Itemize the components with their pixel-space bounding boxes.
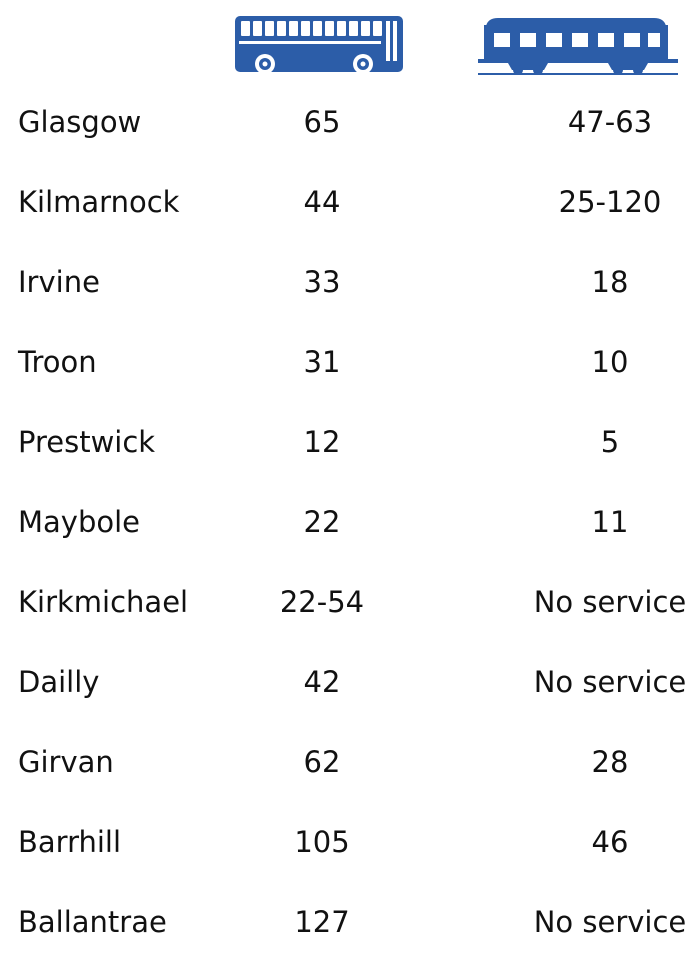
bus-time: 22-54 — [279, 585, 365, 619]
table-row: Prestwick 12 5 — [0, 402, 696, 482]
table-row: Troon 31 10 — [0, 322, 696, 402]
town-name: Girvan — [18, 745, 114, 779]
train-time: 46 — [591, 825, 629, 859]
town-name: Prestwick — [18, 425, 156, 459]
town-name: Kirkmichael — [18, 585, 189, 619]
table-row: Dailly 42 No service — [0, 642, 696, 722]
table-row: Kirkmichael 22-54 No service — [0, 562, 696, 642]
bus-time: 12 — [303, 425, 341, 459]
table-row: Glasgow 65 47-63 — [0, 82, 696, 162]
town-name: Maybole — [18, 505, 141, 539]
bus-time: 62 — [303, 745, 341, 779]
train-time: No service — [533, 665, 687, 699]
table-row: Barrhill 105 46 — [0, 802, 696, 882]
train-time: 28 — [591, 745, 629, 779]
train-time: No service — [533, 585, 687, 619]
table-row: Ballantrae 127 No service — [0, 882, 696, 962]
town-name: Troon — [18, 345, 97, 379]
bus-time: 22 — [303, 505, 341, 539]
train-time: 11 — [591, 505, 629, 539]
table-row: Maybole 22 11 — [0, 482, 696, 562]
bus-time: 105 — [294, 825, 350, 859]
train-time: 5 — [600, 425, 620, 459]
train-time: 47-63 — [567, 105, 653, 139]
bus-time: 44 — [303, 185, 341, 219]
bus-icon — [235, 16, 403, 74]
train-time: 25-120 — [558, 185, 662, 219]
train-time: 10 — [591, 345, 629, 379]
train-time: No service — [533, 905, 687, 939]
travel-time-table: Glasgow 65 47-63 Kilmarnock 44 25-120 Ir… — [0, 82, 696, 962]
table-row: Girvan 62 28 — [0, 722, 696, 802]
bus-time: 65 — [303, 105, 341, 139]
town-name: Dailly — [18, 665, 100, 699]
town-name: Barrhill — [18, 825, 122, 859]
table-header — [0, 0, 696, 78]
train-time: 18 — [591, 265, 629, 299]
town-name: Glasgow — [18, 105, 142, 139]
bus-time: 31 — [303, 345, 341, 379]
town-name: Kilmarnock — [18, 185, 180, 219]
town-name: Ballantrae — [18, 905, 167, 939]
train-icon — [478, 18, 678, 75]
bus-time: 42 — [303, 665, 341, 699]
table-row: Kilmarnock 44 25-120 — [0, 162, 696, 242]
town-name: Irvine — [18, 265, 100, 299]
table-row: Irvine 33 18 — [0, 242, 696, 322]
bus-time: 33 — [303, 265, 341, 299]
bus-time: 127 — [294, 905, 350, 939]
